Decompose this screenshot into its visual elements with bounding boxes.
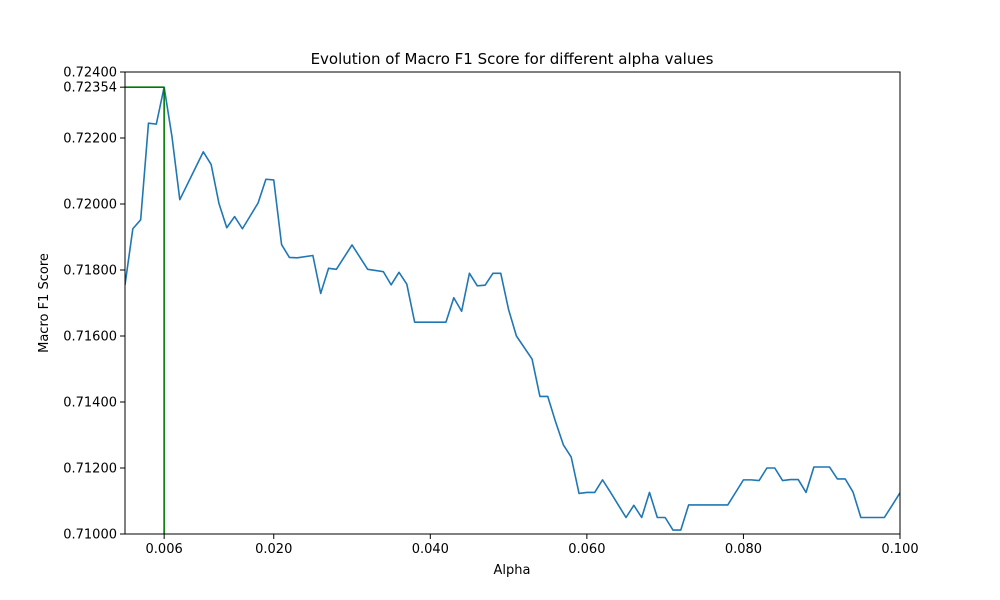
plot-frame — [124, 71, 901, 535]
y-tick-label: 0.71200 — [63, 462, 117, 477]
x-axis-label: Alpha — [494, 563, 531, 578]
x-tick-label: 0.040 — [412, 542, 449, 557]
series-line — [125, 86, 900, 531]
y-tick-label: 0.72354 — [63, 81, 117, 96]
x-tick-label: 0.100 — [881, 542, 918, 557]
x-tick-label: 0.080 — [725, 542, 762, 557]
y-tick-label: 0.72000 — [63, 198, 117, 213]
plot-area: 0.006 0.020 0.040 0.060 0.080 0.100 0.71000 0.7… — [63, 66, 918, 558]
chart-title: Evolution of Macro F1 Score for differen… — [311, 50, 714, 68]
x-tick-label: 0.020 — [255, 542, 292, 557]
y-tick-label: 0.72400 — [63, 66, 117, 81]
y-axis-label: Macro F1 Score — [37, 253, 52, 353]
y-tick-label: 0.72200 — [63, 132, 117, 147]
y-tick-label: 0.71400 — [63, 396, 117, 411]
y-tick-label: 0.71600 — [63, 330, 117, 345]
y-tick-label: 0.71800 — [63, 264, 117, 279]
y-tick-label: 0.71000 — [63, 528, 117, 543]
x-tick-label: 0.060 — [568, 542, 605, 557]
x-tick-label: 0.006 — [146, 542, 183, 557]
